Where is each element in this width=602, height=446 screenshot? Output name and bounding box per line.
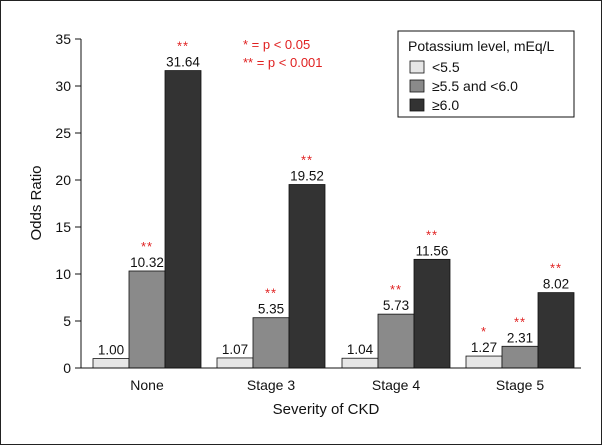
bar xyxy=(501,345,539,369)
bar xyxy=(252,317,290,369)
bar xyxy=(288,184,326,369)
bar-value-label: 8.02 xyxy=(543,277,569,292)
bar-value-label: 2.31 xyxy=(507,330,533,345)
bar-value-label: 5.35 xyxy=(258,302,284,317)
y-axis-title: Odds Ratio xyxy=(28,165,45,240)
bar-value-label: 1.00 xyxy=(98,343,124,358)
x-tick-label: Stage 4 xyxy=(372,377,420,393)
x-tick-label: Stage 3 xyxy=(247,377,295,393)
y-tick-label: 5 xyxy=(63,313,71,329)
significance-marker: ** xyxy=(426,227,438,242)
y-tick-label: 30 xyxy=(55,78,71,94)
significance-marker: ** xyxy=(301,153,313,168)
legend-box xyxy=(397,30,575,118)
legend-label: ≥5.5 and <6.0 xyxy=(432,78,518,94)
significance-note-single: * = p < 0.05 xyxy=(243,37,310,52)
significance-marker: ** xyxy=(141,239,153,254)
y-tick-label: 10 xyxy=(55,266,71,282)
bar xyxy=(341,357,379,369)
legend-title: Potassium level, mEq/L xyxy=(408,38,554,54)
bar xyxy=(465,355,503,369)
bar-value-label: 1.07 xyxy=(222,342,248,357)
y-tick-label: 35 xyxy=(55,31,71,47)
x-axis-title: Severity of CKD xyxy=(273,401,380,418)
bar-value-label: 1.04 xyxy=(347,342,374,357)
y-tick-label: 25 xyxy=(55,125,71,141)
significance-marker: ** xyxy=(265,286,277,301)
legend-swatch xyxy=(409,79,425,93)
legend-swatch xyxy=(409,60,425,74)
legend-label: <5.5 xyxy=(432,59,460,75)
bar xyxy=(128,270,166,369)
bar xyxy=(413,258,451,369)
y-tick-label: 15 xyxy=(55,219,71,235)
significance-marker: ** xyxy=(177,39,189,54)
y-tick-label: 20 xyxy=(55,172,71,188)
bar-value-label: 1.27 xyxy=(471,340,497,355)
bar-value-label: 5.73 xyxy=(383,298,409,313)
bar xyxy=(164,70,202,369)
legend-label: ≥6.0 xyxy=(432,97,459,113)
x-tick-label: None xyxy=(130,377,164,393)
legend: Potassium level, mEq/L <5.5 ≥5.5 and <6.0… xyxy=(397,30,575,118)
significance-marker: ** xyxy=(550,261,562,276)
bar xyxy=(537,292,575,369)
significance-marker: * xyxy=(481,324,487,339)
y-tick-label: 0 xyxy=(63,360,71,376)
significance-marker: ** xyxy=(514,314,526,329)
bar xyxy=(377,313,415,369)
bar xyxy=(92,358,130,369)
bar-value-label: 31.64 xyxy=(166,55,200,70)
bar-value-label: 19.52 xyxy=(290,169,324,184)
significance-marker: ** xyxy=(390,282,402,297)
bar-value-label: 10.32 xyxy=(130,255,164,270)
significance-note-double: ** = p < 0.001 xyxy=(243,55,323,70)
legend-swatch xyxy=(409,98,425,112)
x-tick-label: Stage 5 xyxy=(496,377,544,393)
bar-value-label: 11.56 xyxy=(416,243,449,258)
bar xyxy=(216,357,254,369)
